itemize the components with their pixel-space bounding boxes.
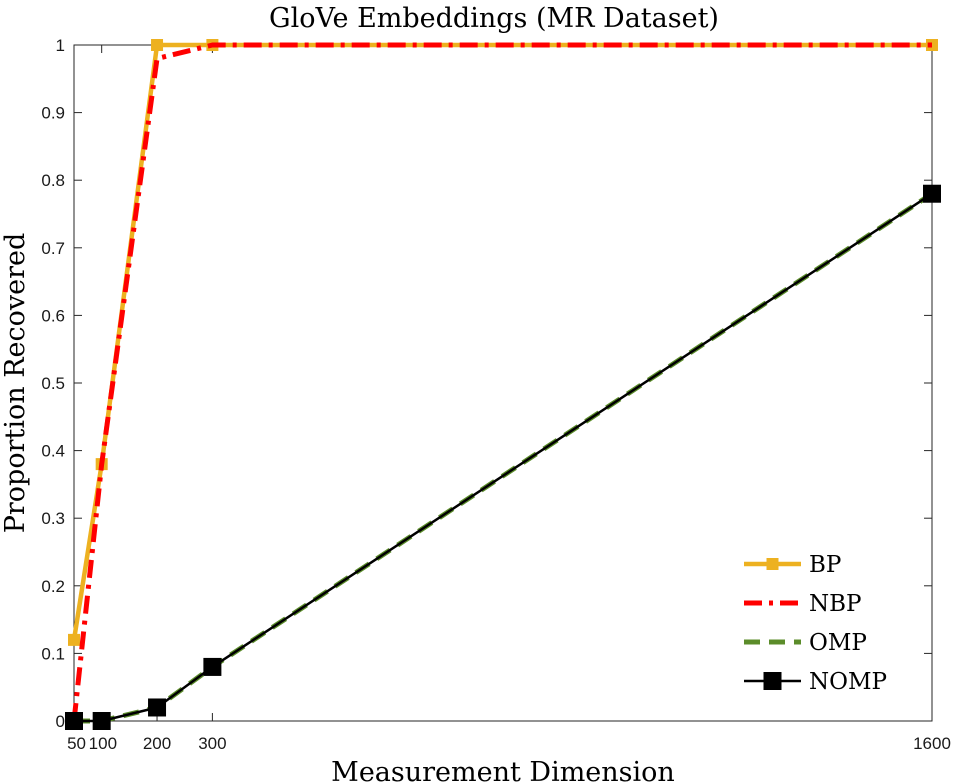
y-tick-label: 0.2 (41, 577, 65, 596)
y-axis-label: Proportion Recovered (0, 233, 31, 534)
legend: BP NBP OMP NOMP (744, 552, 887, 695)
x-tick-label: 200 (143, 734, 171, 753)
y-tick-label: 0.1 (41, 644, 65, 663)
y-tick-label: 0.6 (41, 306, 65, 325)
data-point-nomp (923, 184, 941, 203)
data-point-nomp (65, 712, 83, 730)
legend-label-nbp: NBP (809, 591, 862, 617)
legend-label-bp: BP (809, 552, 841, 578)
y-tick-label: 0.8 (41, 171, 65, 190)
x-axis-label: Measurement Dimension (331, 757, 675, 784)
y-tick-label: 0.4 (41, 442, 65, 461)
series-line-nomp (74, 192, 933, 723)
legend-marker-bp (766, 558, 779, 570)
data-point-nomp (203, 657, 222, 676)
legend-marker-nomp (763, 672, 782, 690)
axis-ticks: 0 0.1 0.2 0.3 0.4 0.5 0.6 0.7 0.8 0.9 1 50 100 200 300… (41, 36, 951, 753)
y-tick-label: 0.7 (41, 239, 65, 258)
plot-frame (73, 44, 933, 722)
y-tick-label: 0.5 (41, 374, 65, 393)
x-tick-label: 100 (89, 734, 117, 753)
series-line-nbp (71, 42, 932, 722)
x-tick-label: 1600 (913, 734, 951, 753)
y-tick-label: 0 (56, 712, 65, 731)
chart-title: GloVe Embeddings (MR Dataset) (269, 3, 719, 34)
series-line-omp (74, 191, 934, 724)
data-point-nomp (92, 712, 111, 730)
series-lines (65, 39, 941, 730)
legend-label-nomp: NOMP (809, 669, 887, 695)
y-tick-label: 0.3 (41, 509, 65, 528)
data-point-bp (68, 633, 80, 646)
y-tick-label: 1 (56, 36, 65, 55)
x-tick-label: 50 (67, 734, 86, 753)
legend-label-omp: OMP (809, 630, 867, 656)
data-point-nomp (148, 698, 167, 717)
data-point-bp (151, 39, 164, 51)
series-line-bp (71, 42, 932, 641)
x-tick-label: 300 (198, 734, 226, 753)
y-tick-label: 0.9 (41, 104, 65, 123)
